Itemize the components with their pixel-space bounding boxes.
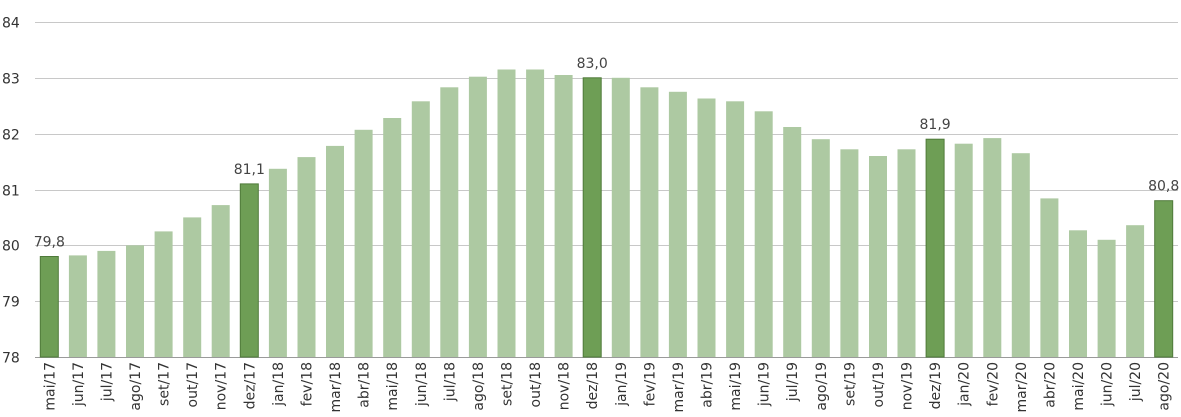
bar	[640, 87, 659, 358]
bar	[611, 77, 630, 358]
x-category-label: ago/20	[1157, 362, 1173, 411]
x-category-label: dez/17	[242, 362, 258, 409]
bar	[840, 149, 859, 357]
x-category-label: jan/18	[271, 362, 287, 407]
x-category-label: nov/17	[214, 362, 230, 410]
bar	[468, 76, 487, 357]
y-axis-tick-labels: 78 79 80 81 82 83 84	[2, 16, 20, 367]
bar	[268, 168, 287, 357]
x-category-label: jan/19	[614, 362, 630, 407]
data-label: 80,8	[1148, 179, 1179, 195]
bar	[211, 205, 230, 357]
y-tick-label: 78	[2, 351, 20, 367]
bars	[39, 69, 1174, 358]
x-category-label: ago/17	[128, 362, 144, 411]
bar	[68, 255, 87, 357]
bar	[1097, 239, 1116, 357]
bar	[668, 91, 687, 358]
y-tick-label: 83	[2, 72, 20, 88]
bar	[983, 138, 1002, 357]
bar-highlighted	[1154, 200, 1174, 358]
x-category-label: jul/20	[1128, 362, 1144, 402]
data-label: 81,9	[920, 117, 951, 133]
bar	[326, 145, 344, 357]
data-label: 79,8	[34, 235, 65, 251]
y-tick-label: 80	[2, 239, 20, 255]
x-category-label: mar/20	[1014, 362, 1030, 413]
bar	[411, 101, 430, 357]
x-category-label: dez/19	[928, 362, 944, 409]
x-category-label: nov/18	[557, 362, 573, 410]
bar	[869, 156, 887, 357]
bar	[354, 129, 373, 357]
x-category-label: mai/19	[728, 362, 744, 411]
bar	[726, 101, 745, 357]
bar	[1069, 230, 1087, 357]
y-tick-label: 79	[2, 295, 20, 311]
x-category-label: jul/18	[442, 362, 458, 402]
data-label: 83,0	[577, 56, 608, 72]
x-category-label: jun/18	[414, 362, 430, 407]
x-category-label: abr/20	[1042, 362, 1058, 408]
bar	[297, 157, 316, 357]
bar	[1126, 225, 1145, 357]
bar	[97, 250, 116, 357]
bar	[754, 111, 773, 357]
bar	[383, 118, 402, 357]
x-category-label: out/19	[871, 362, 887, 407]
x-category-label: dez/18	[585, 362, 601, 409]
x-category-label: jun/20	[1100, 362, 1116, 407]
y-tick-label: 82	[2, 128, 20, 144]
x-category-label: fev/20	[985, 362, 1001, 406]
x-category-label: ago/19	[814, 362, 830, 411]
bar	[1040, 198, 1059, 357]
y-tick-label: 84	[2, 16, 20, 32]
x-category-label: jul/19	[785, 362, 801, 402]
x-category-label: mar/18	[328, 362, 344, 413]
bar	[126, 245, 144, 357]
bar-highlighted	[925, 138, 945, 358]
bar-highlighted	[239, 183, 259, 358]
bar	[154, 231, 173, 357]
x-category-label: abr/19	[700, 362, 716, 408]
bar	[897, 149, 916, 357]
data-labels: 79,8 81,1 83,0 81,9 80,8	[34, 56, 1180, 251]
bar	[526, 69, 545, 357]
x-category-label: mai/17	[42, 362, 58, 411]
x-category-label: nov/19	[900, 362, 916, 410]
grid-layer	[35, 22, 1178, 358]
bar	[811, 139, 830, 357]
x-category-label: fev/18	[300, 362, 316, 406]
x-category-label: jun/19	[757, 362, 773, 407]
bar	[697, 98, 716, 357]
x-category-label: jul/17	[99, 362, 115, 402]
x-category-label: abr/18	[357, 362, 373, 408]
bar	[440, 87, 459, 358]
x-category-label: set/18	[500, 362, 516, 406]
x-category-label: out/17	[185, 362, 201, 407]
x-category-label: set/17	[157, 362, 173, 406]
x-category-label: out/18	[528, 362, 544, 407]
y-tick-label: 81	[2, 184, 20, 200]
x-category-label: mai/20	[1071, 362, 1087, 411]
bar	[954, 143, 973, 357]
bar-highlighted	[39, 256, 59, 358]
x-category-label: fev/19	[642, 362, 658, 406]
bar	[497, 69, 516, 357]
bar-highlighted	[582, 77, 602, 358]
data-label: 81,1	[234, 162, 265, 178]
x-category-label: mar/19	[671, 362, 687, 413]
bar	[554, 75, 573, 357]
bar	[183, 217, 202, 357]
x-category-label: mai/18	[385, 362, 401, 411]
x-axis-tick-labels: mai/17 jun/17 jul/17 ago/17 set/17 out/17 nov/…	[42, 362, 1172, 413]
x-category-label: jan/20	[957, 362, 973, 407]
x-category-label: set/19	[842, 362, 858, 406]
bar	[1011, 153, 1030, 357]
bar	[783, 127, 802, 357]
x-category-label: ago/18	[471, 362, 487, 411]
x-category-label: jun/17	[71, 362, 87, 407]
